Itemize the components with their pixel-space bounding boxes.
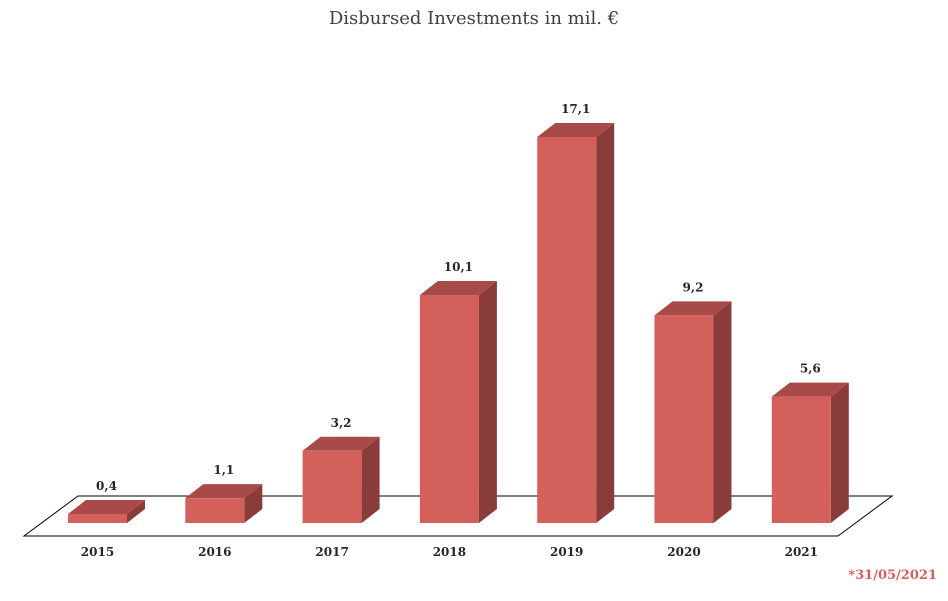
value-label-2019: 17,1 [561,102,590,116]
bar-2018 [419,281,497,523]
bar-side-2015 [127,499,145,523]
bar-top-2020 [654,301,732,316]
bar-top-2018 [419,281,497,296]
bar-front-2018 [419,295,479,523]
bar-top-2017 [302,436,380,451]
bar-front-2019 [537,137,597,523]
bar-side-2017 [361,436,380,523]
x-tick-labels-group: 2015 2016 2017 2018 2019 2020 2021 [81,545,818,559]
value-label-2016: 1,1 [213,463,234,477]
value-label-2020: 9,2 [683,280,704,294]
bar-front-2020 [654,315,714,523]
footnote-date: *31/05/2021 [848,568,937,583]
value-label-2017: 3,2 [331,416,352,430]
x-tick-2020: 2020 [667,545,700,559]
bar-2020 [654,301,732,523]
x-tick-2015: 2015 [81,545,114,559]
x-tick-2021: 2021 [785,545,818,559]
bar-2015 [68,499,145,523]
bar-front-2016 [185,498,245,523]
bar-front-2017 [302,450,362,523]
value-labels-group: 0,4 1,1 3,2 10,1 17,1 9,2 5,6 [96,102,821,493]
bar-2016 [185,484,263,523]
x-tick-2016: 2016 [198,545,231,559]
bars-group [68,123,849,523]
bar-top-2021 [771,382,849,397]
bar-2017 [302,436,380,523]
value-label-2015: 0,4 [96,479,117,493]
bar-front-2015 [68,513,127,523]
bar-2019 [537,123,615,523]
bar-side-2020 [713,301,732,523]
x-tick-2017: 2017 [315,545,348,559]
bar-2021 [771,382,849,523]
bar-side-2018 [478,281,497,523]
bar-top-2015 [68,499,145,514]
chart-title: Disbursed Investments in mil. € [329,8,619,29]
value-label-2021: 5,6 [800,362,821,376]
bar-front-2021 [771,396,831,523]
bar-top-2016 [185,484,263,499]
value-label-2018: 10,1 [444,260,473,274]
bar-side-2021 [830,382,849,523]
bar-top-2019 [537,123,615,137]
bar-side-2016 [244,484,263,523]
x-tick-2019: 2019 [550,545,583,559]
x-tick-2018: 2018 [433,545,466,559]
bar-side-2019 [596,123,615,523]
